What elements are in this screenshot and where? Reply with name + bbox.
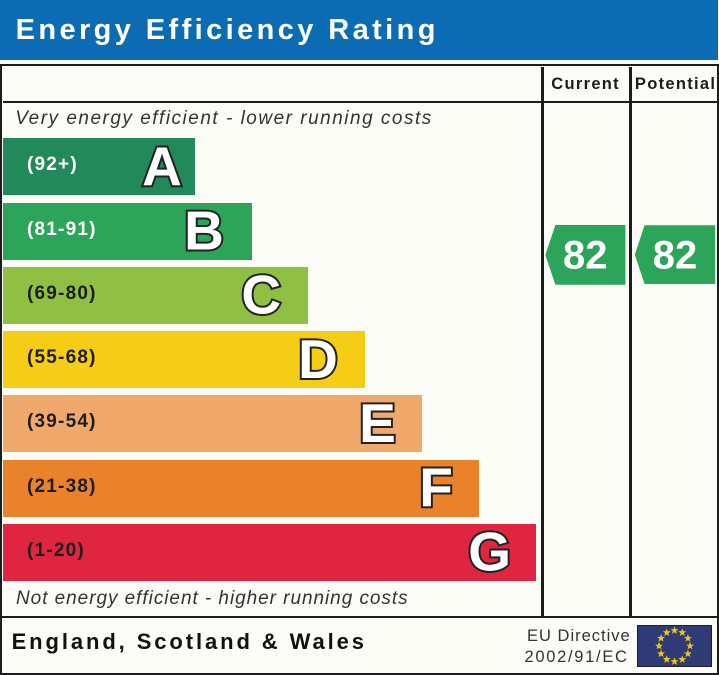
svg-text:E: E [359,392,396,454]
svg-text:82: 82 [653,233,698,277]
svg-text:C: C [241,264,281,326]
svg-text:B: B [184,199,224,261]
svg-text:A: A [142,135,182,197]
svg-text:F: F [419,456,453,518]
svg-text:G: G [468,521,511,583]
svg-text:D: D [298,328,338,390]
svg-text:82: 82 [563,234,608,278]
